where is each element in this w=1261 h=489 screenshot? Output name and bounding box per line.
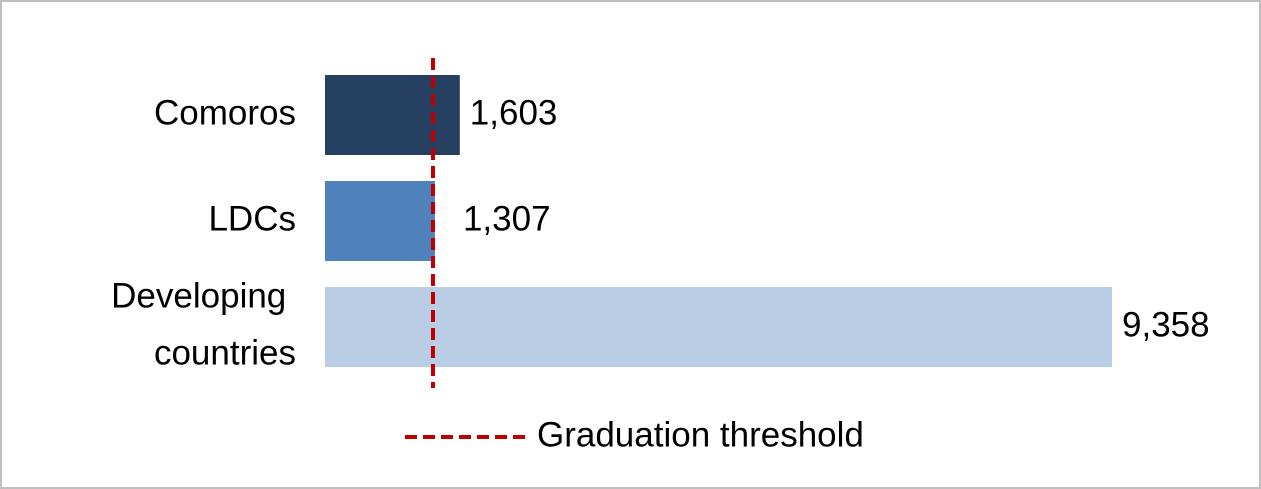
value-label: 9,358: [1122, 305, 1210, 344]
value-label: 1,307: [463, 199, 551, 238]
category-label: Developing countries: [111, 277, 296, 373]
category-label: Comoros: [154, 93, 296, 132]
bar: [325, 181, 435, 261]
bar: [325, 287, 1112, 367]
legend-label: Graduation threshold: [537, 415, 864, 454]
category-label: LDCs: [208, 199, 296, 238]
bar: [325, 75, 460, 155]
value-label: 1,603: [470, 93, 558, 132]
